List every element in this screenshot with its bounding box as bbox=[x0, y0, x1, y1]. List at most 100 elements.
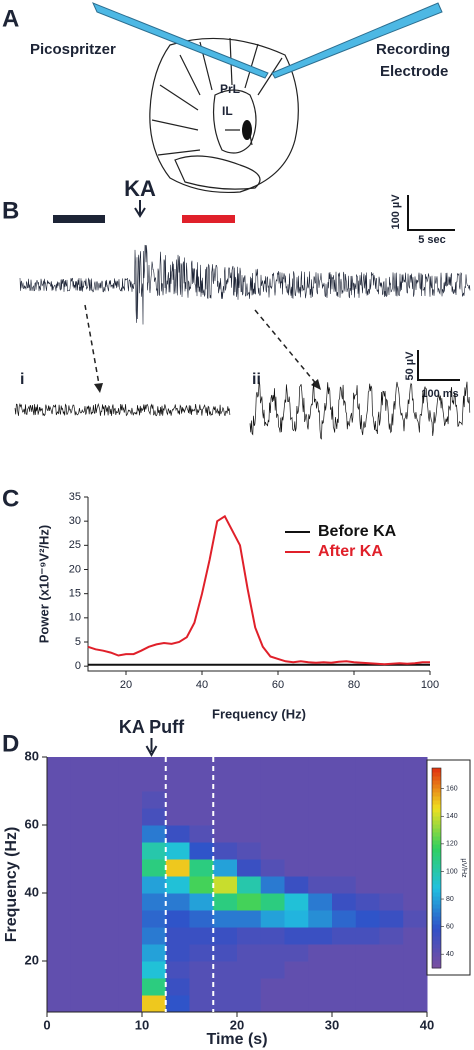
axis bbox=[87, 497, 430, 672]
label: Recording bbox=[376, 41, 450, 58]
heat-cell bbox=[332, 808, 357, 826]
scale-label: 50 µV bbox=[404, 351, 416, 381]
colorbar-step bbox=[432, 804, 441, 809]
colorbar-step bbox=[432, 824, 441, 829]
heat-cell bbox=[237, 774, 262, 792]
colorbar-step bbox=[432, 928, 441, 933]
heat-cell bbox=[332, 757, 357, 775]
region-label: PrL bbox=[220, 82, 240, 96]
heat-cell bbox=[94, 825, 119, 843]
heat-cell bbox=[355, 927, 380, 945]
heat-cell bbox=[118, 808, 143, 826]
heat-cell bbox=[379, 876, 404, 894]
heat-cell bbox=[70, 808, 95, 826]
heat-cell bbox=[260, 893, 285, 911]
heat-cell bbox=[142, 825, 167, 843]
annotation-arrow bbox=[145, 738, 158, 758]
heat-cell bbox=[189, 774, 214, 792]
colorbar-step bbox=[432, 952, 441, 957]
heat-cell bbox=[308, 808, 333, 826]
colorbar-step bbox=[432, 908, 441, 913]
heat-cell bbox=[189, 893, 214, 911]
heat-cell bbox=[260, 978, 285, 996]
region-label: IL bbox=[222, 104, 233, 118]
heat-cell bbox=[118, 876, 143, 894]
heat-cell bbox=[332, 961, 357, 979]
y-tick-label: 10 bbox=[69, 612, 81, 624]
heat-cell bbox=[118, 859, 143, 877]
heat-cell bbox=[47, 825, 72, 843]
heat-cell bbox=[70, 825, 95, 843]
heat-cell bbox=[94, 893, 119, 911]
heat-cell bbox=[332, 995, 357, 1013]
heat-cell bbox=[142, 757, 167, 775]
heat-cell bbox=[355, 842, 380, 860]
heat-cell bbox=[332, 944, 357, 962]
heat-cell bbox=[403, 791, 428, 809]
colorbar-step bbox=[432, 780, 441, 785]
heat-cell bbox=[189, 978, 214, 996]
stimulus-label: KA bbox=[124, 176, 156, 201]
electrode bbox=[271, 2, 443, 79]
heat-cell bbox=[379, 842, 404, 860]
heat-cell bbox=[165, 876, 190, 894]
colorbar-step bbox=[432, 808, 441, 813]
colorbar-step bbox=[432, 848, 441, 853]
inset-trace bbox=[14, 402, 231, 417]
heat-cell bbox=[403, 978, 428, 996]
heat-cell bbox=[70, 774, 95, 792]
heat-cell bbox=[165, 927, 190, 945]
heat-cell bbox=[237, 825, 262, 843]
heat-cell bbox=[213, 893, 238, 911]
heat-cell bbox=[70, 910, 95, 928]
scale-label: 100 µV bbox=[390, 194, 402, 230]
heat-cell bbox=[237, 842, 262, 860]
heat-cell bbox=[379, 808, 404, 826]
colorbar-step bbox=[432, 872, 441, 877]
heat-cell bbox=[332, 842, 357, 860]
heat-cell bbox=[308, 842, 333, 860]
heat-cell bbox=[165, 791, 190, 809]
heat-cell bbox=[213, 978, 238, 996]
heat-cell bbox=[189, 995, 214, 1013]
colorbar-outline bbox=[431, 767, 442, 969]
heat-cell bbox=[284, 791, 309, 809]
heat-cell bbox=[237, 961, 262, 979]
heat-cell bbox=[142, 944, 167, 962]
heat-cell bbox=[70, 757, 95, 775]
heat-cell bbox=[379, 995, 404, 1013]
colorbar-step bbox=[432, 940, 441, 945]
y-tick-label: 25 bbox=[69, 539, 81, 551]
heat-cell bbox=[118, 893, 143, 911]
x-axis-label: Time (s) bbox=[206, 1031, 267, 1048]
colorbar-step bbox=[432, 772, 441, 777]
heat-cell bbox=[165, 961, 190, 979]
heat-cell bbox=[355, 995, 380, 1013]
x-tick-label: 30 bbox=[325, 1017, 339, 1032]
heat-cell bbox=[94, 944, 119, 962]
heat-cell bbox=[189, 757, 214, 775]
traces bbox=[14, 244, 471, 440]
series-line bbox=[87, 514, 430, 666]
colorbar-step bbox=[432, 836, 441, 841]
heat-cell bbox=[165, 944, 190, 962]
heat-cell bbox=[379, 757, 404, 775]
heat-cell bbox=[118, 757, 143, 775]
heat-cell bbox=[308, 995, 333, 1013]
heat-cell bbox=[260, 757, 285, 775]
colorbar-tick-label: 140 bbox=[446, 813, 458, 820]
panel-label: C bbox=[2, 485, 19, 512]
heat-cell bbox=[213, 944, 238, 962]
heat-cell bbox=[70, 876, 95, 894]
heat-cell bbox=[237, 995, 262, 1013]
heat-cell bbox=[379, 825, 404, 843]
heat-cell bbox=[165, 842, 190, 860]
heat-cell bbox=[94, 910, 119, 928]
colorbar-tick-label: 60 bbox=[446, 923, 454, 930]
colorbar-step bbox=[432, 820, 441, 825]
heat-cell bbox=[142, 842, 167, 860]
heat-cell bbox=[47, 944, 72, 962]
colorbar-step bbox=[432, 844, 441, 849]
heat-cell bbox=[403, 842, 428, 860]
